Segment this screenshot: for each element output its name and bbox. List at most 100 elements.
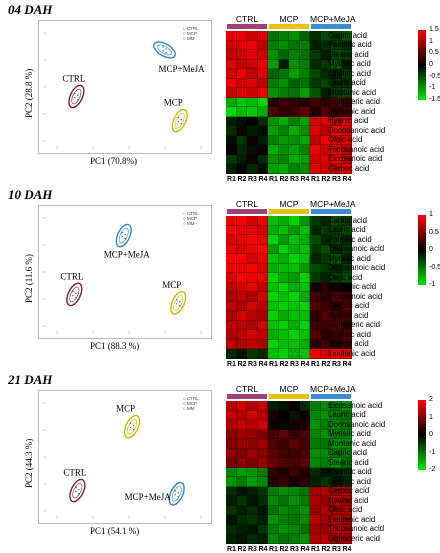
row-label: Tricosanoic acid: [328, 244, 385, 253]
heatmap-cell: [268, 59, 279, 69]
row-label: Lignoceric acid: [328, 97, 381, 106]
color-scale-bar: [418, 30, 426, 100]
group-header: MCP+MeJA: [310, 384, 356, 394]
heatmap-cell: [268, 524, 279, 534]
heatmap-cell: [226, 505, 237, 515]
heatmap-cell: [289, 301, 300, 311]
score-point: [176, 303, 178, 305]
heatmap-cell: [310, 486, 321, 496]
heatmap-cell: [341, 263, 352, 273]
row-label: Eicosanoic acid: [328, 291, 383, 301]
heatmap-cell: [257, 477, 268, 487]
row-label: Oleic acid: [328, 135, 363, 144]
heatmap-cell: [320, 401, 331, 411]
heatmap-cell: [320, 439, 331, 449]
heatmap-cell: [289, 458, 300, 468]
heatmap-cell: [226, 467, 237, 477]
pca-plot: CTRL MCP MCP+MeJA ○ CTRL ○ MCP ○ MM: [38, 390, 212, 524]
heatmap-cell: [299, 69, 310, 79]
row-label: Lignoceric acid: [328, 320, 381, 329]
heatmap-cell: [320, 254, 331, 264]
heatmap-cell: [236, 496, 247, 506]
row-label: Lauric acid: [328, 225, 366, 234]
heatmap-cell: [299, 59, 310, 69]
heatmap-cell: [310, 349, 321, 359]
heatmap-cell: [331, 458, 342, 468]
heatmap-cell: [278, 467, 289, 477]
heatmap-cell: [278, 477, 289, 487]
heatmap-cell: [299, 282, 310, 292]
heatmap-cell: [289, 467, 300, 477]
heatmap-cell: [341, 126, 352, 136]
row-label: Linolenic acid: [328, 348, 376, 358]
heatmap-cell: [236, 40, 247, 50]
panel-title: 21 DAH: [8, 372, 53, 387]
heatmap-cell: [236, 524, 247, 534]
score-point: [77, 98, 79, 101]
heatmap-cell: [226, 330, 237, 340]
pca-plot: CTRL MCP MCP+MeJA ○ CTRL ○ MCP ○ MM: [38, 20, 212, 154]
heatmap-cell: [278, 301, 289, 311]
heatmap-cell: [299, 216, 310, 226]
row-label: Cerotic acid: [328, 486, 370, 495]
heatmap-cell: [268, 235, 279, 245]
group-ellipse-ctrl: [68, 84, 85, 109]
heatmap-cell: [226, 273, 237, 283]
heatmap-cell: [310, 40, 321, 50]
heatmap-cell: [247, 135, 258, 145]
heatmap-cell: [226, 292, 237, 302]
heatmap-cell: [236, 292, 247, 302]
group-inner-ellipse: [71, 88, 82, 105]
heatmap-cell: [299, 330, 310, 340]
heatmap-cell: [331, 301, 342, 311]
row-label: Docosanoic acid: [328, 125, 386, 135]
heatmap-cell: [341, 486, 352, 496]
heatmap-cell: [236, 420, 247, 430]
legend-entry: ○ CTRL: [183, 396, 199, 401]
heatmap-cell: [310, 515, 321, 525]
heatmap-cell: [310, 282, 321, 292]
heatmap-cell: [257, 88, 268, 98]
group-inner-ellipse: [157, 44, 172, 56]
heatmap-cell: [226, 225, 237, 235]
heatmap-cell: [310, 320, 321, 330]
heatmap-cell: [247, 339, 258, 349]
heatmap-cell: [289, 126, 300, 136]
heatmap-cell: [320, 292, 331, 302]
color-scale-tick: 1.5: [429, 26, 439, 33]
heatmap-cell: [320, 524, 331, 534]
heatmap-cell: [331, 225, 342, 235]
heatmap-cell: [289, 534, 300, 544]
group-label: MCP+MeJA: [104, 250, 151, 260]
score-point: [165, 48, 167, 50]
heatmap-cell: [278, 524, 289, 534]
heatmap-cell: [257, 292, 268, 302]
heatmap-cell: [268, 78, 279, 88]
heatmap-cell: [341, 401, 352, 411]
heatmap-cell: [257, 225, 268, 235]
heatmap-cell: [331, 107, 342, 117]
heatmap-cell: [310, 420, 321, 430]
heatmap-cell: [268, 225, 279, 235]
pca-plot: CTRL MCP MCP+MeJA ○ CTRL ○ MCP ○ MM: [38, 205, 212, 339]
heatmap-cell: [247, 235, 258, 245]
row-label: Linoleic acid: [328, 329, 371, 339]
heatmap-cell: [331, 311, 342, 321]
heatmap-cell: [289, 339, 300, 349]
group-header: CTRL: [235, 14, 259, 24]
heatmap-cell: [236, 116, 247, 126]
group-label: CTRL: [62, 73, 85, 83]
heatmap-cell: [299, 116, 310, 126]
group-header: MCP: [279, 384, 299, 394]
column-label: R3: [332, 360, 341, 368]
heatmap-cell: [257, 429, 268, 439]
heatmap-cell: [289, 505, 300, 515]
heatmap-cell: [278, 69, 289, 79]
heatmap-cell: [310, 69, 321, 79]
heatmap-cell: [310, 116, 321, 126]
heatmap-cell: [289, 50, 300, 60]
row-label: Capric acid: [328, 30, 367, 40]
heatmap-cell: [247, 40, 258, 50]
heatmap-cell: [341, 524, 352, 534]
legend-entry: ○ MM: [183, 406, 195, 411]
